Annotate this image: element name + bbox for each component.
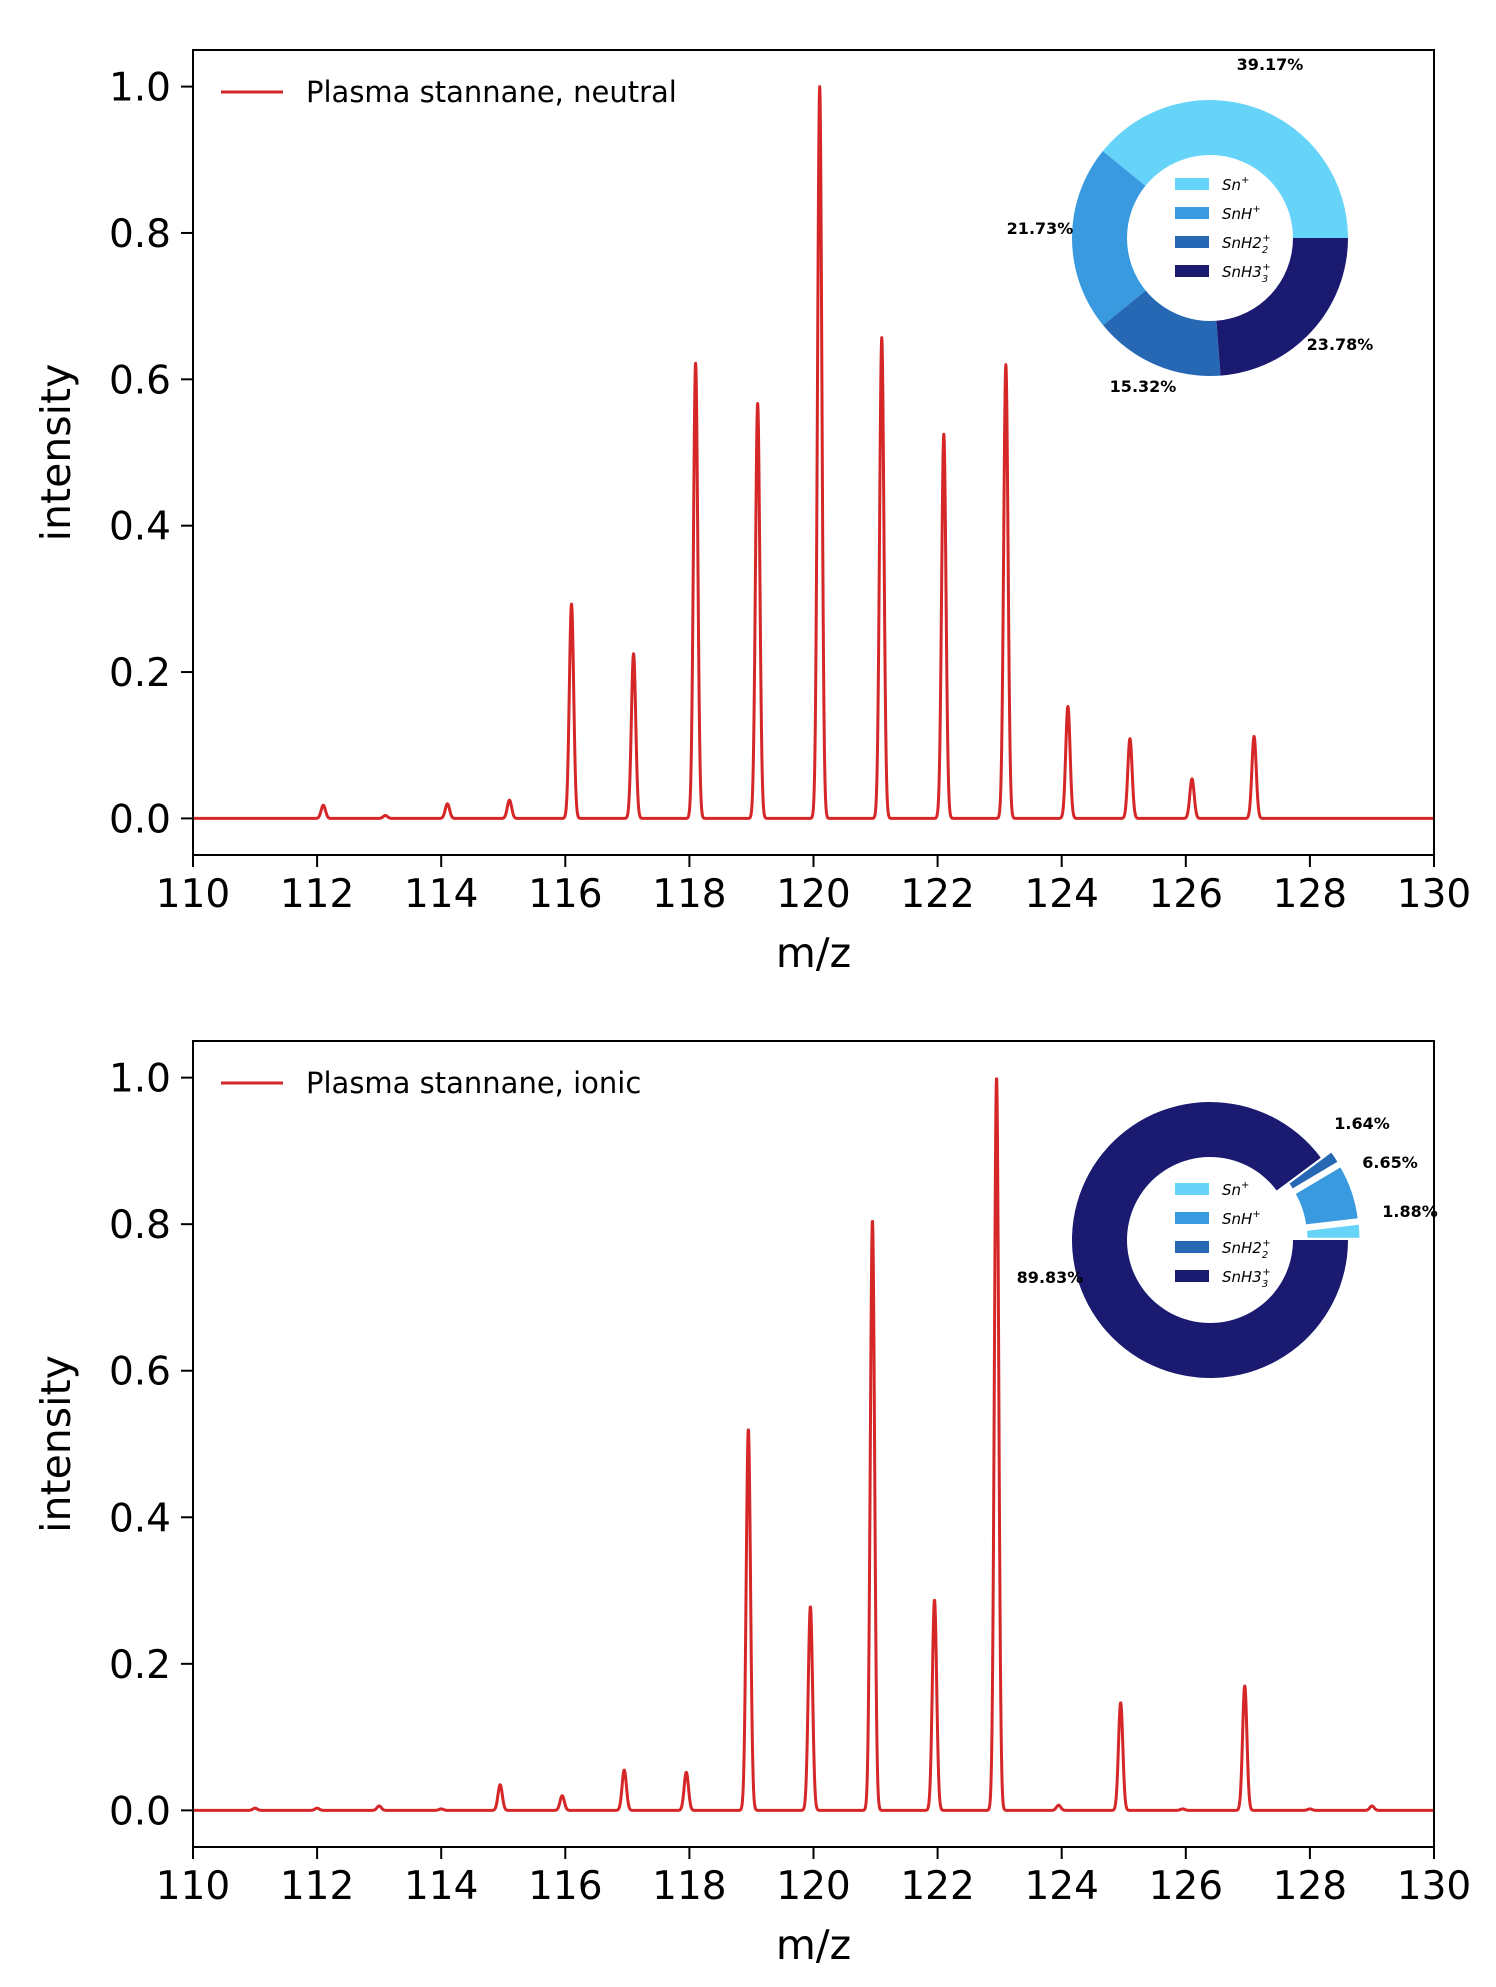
pie-percent-label: 89.83% bbox=[1017, 1268, 1084, 1287]
y-tick-label: 0.4 bbox=[109, 505, 171, 550]
x-tick-label: 124 bbox=[1024, 1864, 1098, 1909]
x-tick-label: 130 bbox=[1397, 872, 1471, 917]
chart-panel-neutral: 110 112 114 116 118 120 122 124 126 128 130 0.0 0.2 0… bbox=[32, 49, 1471, 977]
legend-label: Plasma stannane, ionic bbox=[306, 1066, 641, 1100]
pie-slice-snh2-ion bbox=[1285, 1148, 1342, 1193]
x-axis-label: m/z bbox=[776, 1921, 851, 1969]
pie-percent-label: 1.64% bbox=[1334, 1114, 1390, 1133]
x-tick-label: 112 bbox=[280, 872, 354, 917]
pie-slice-snh-ion bbox=[1072, 151, 1146, 326]
pie-legend-swatch bbox=[1175, 1241, 1209, 1253]
x-tick-label: 120 bbox=[776, 1864, 850, 1909]
y-axis-label: intensity bbox=[32, 1355, 80, 1533]
x-tick-label: 122 bbox=[900, 872, 974, 917]
x-tick-label: 122 bbox=[900, 1864, 974, 1909]
pie-legend-label: SnH+ bbox=[1222, 1209, 1261, 1228]
axes-frame bbox=[192, 49, 1435, 856]
pie-percent-label: 21.73% bbox=[1007, 219, 1074, 238]
y-tick-label: 0.6 bbox=[109, 358, 171, 403]
pie-slice-sn-ion bbox=[1303, 1221, 1363, 1241]
pie-slice-snh2-ion bbox=[1103, 290, 1221, 376]
pie-percent-label: 23.78% bbox=[1307, 335, 1374, 354]
pie-legend-label: Sn+ bbox=[1222, 1180, 1249, 1199]
y-tick-label: 1.0 bbox=[109, 66, 171, 111]
pie-percent-label: 6.65% bbox=[1362, 1153, 1418, 1172]
pie-legend-swatch bbox=[1175, 1212, 1209, 1224]
x-tick-label: 130 bbox=[1397, 1864, 1471, 1909]
pie-slice-sn-ion bbox=[1102, 100, 1348, 239]
y-tick-label: 0.0 bbox=[109, 797, 171, 842]
x-tick-label: 124 bbox=[1024, 872, 1098, 917]
x-tick-label: 114 bbox=[404, 1864, 478, 1909]
x-tick-label: 126 bbox=[1149, 1864, 1223, 1909]
pie-legend-label: SnH+ bbox=[1222, 204, 1261, 223]
x-tick-label: 116 bbox=[528, 872, 602, 917]
pie-legend-swatch bbox=[1175, 265, 1209, 277]
pie-legend-label: SnH22+ bbox=[1222, 233, 1271, 256]
pie-legend-swatch bbox=[1175, 1183, 1209, 1195]
y-tick-label: 0.6 bbox=[109, 1350, 171, 1395]
y-tick-label: 0.2 bbox=[109, 1643, 171, 1688]
x-tick-label: 110 bbox=[156, 1864, 230, 1909]
pie-legend-label: SnH33+ bbox=[1222, 262, 1271, 285]
x-tick-label: 128 bbox=[1273, 1864, 1347, 1909]
pie-legend-label: SnH33+ bbox=[1222, 1267, 1271, 1290]
x-tick-label: 120 bbox=[776, 872, 850, 917]
y-tick-label: 0.8 bbox=[109, 1203, 171, 1248]
pie-slice-snh3-ion bbox=[1216, 238, 1348, 376]
y-tick-label: 0.4 bbox=[109, 1496, 171, 1541]
x-tick-label: 118 bbox=[652, 1864, 726, 1909]
x-tick-label: 114 bbox=[404, 872, 478, 917]
pie-legend-label: SnH22+ bbox=[1222, 1238, 1271, 1261]
x-tick-label: 112 bbox=[280, 1864, 354, 1909]
legend-label: Plasma stannane, neutral bbox=[306, 75, 677, 109]
x-axis-label: m/z bbox=[776, 929, 851, 977]
x-tick-label: 128 bbox=[1273, 872, 1347, 917]
pie-slice-snh-ion bbox=[1291, 1163, 1362, 1228]
pie-legend-label: Sn+ bbox=[1222, 175, 1249, 194]
pie-slice-snh3-ion bbox=[1072, 1101, 1348, 1378]
y-tick-label: 0.2 bbox=[109, 651, 171, 696]
pie-legend-swatch bbox=[1175, 1270, 1209, 1282]
spectrum-line bbox=[191, 1077, 1436, 1812]
x-tick-label: 116 bbox=[528, 1864, 602, 1909]
pie-legend-swatch bbox=[1175, 236, 1209, 248]
pie-legend-swatch bbox=[1175, 207, 1209, 219]
y-tick-label: 1.0 bbox=[109, 1057, 171, 1102]
y-tick-label: 0.8 bbox=[109, 212, 171, 257]
x-tick-label: 126 bbox=[1149, 872, 1223, 917]
y-axis-label: intensity bbox=[32, 364, 80, 542]
pie-legend-swatch bbox=[1175, 178, 1209, 190]
spectrum-line bbox=[191, 85, 1436, 820]
pie-percent-label: 39.17% bbox=[1237, 55, 1304, 74]
chart-panel-ionic: 110 112 114 116 118 120 122 124 126 128 130 0.0 0.2 0… bbox=[32, 1040, 1471, 1969]
y-tick-label: 0.0 bbox=[109, 1789, 171, 1834]
pie-percent-label: 15.32% bbox=[1110, 377, 1177, 396]
x-tick-label: 110 bbox=[156, 872, 230, 917]
pie-percent-label: 1.88% bbox=[1382, 1202, 1438, 1221]
x-tick-label: 118 bbox=[652, 872, 726, 917]
